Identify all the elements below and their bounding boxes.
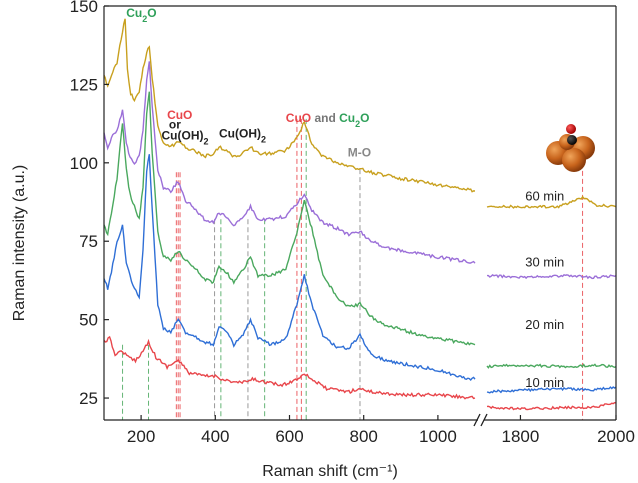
series-line-3: [103, 91, 476, 346]
axis-break-mark-2: [480, 413, 488, 427]
annotation-text: Cu: [339, 111, 355, 125]
y-tick-label-25: 25: [79, 389, 98, 408]
peak-annotation-1: Cu2O: [126, 6, 156, 24]
annotation-text: 2: [204, 136, 209, 146]
peak-reference-lines: [122, 118, 584, 420]
series-line-2: [103, 154, 476, 382]
annotation-text: M-O: [348, 146, 371, 160]
annotation-text: Cu: [126, 6, 142, 20]
axes: 25 50 75 100 125 150 200 400 600 800 1000 1800 2000: [70, 0, 635, 446]
x-tick-label-200: 200: [127, 427, 155, 446]
peak-annotation-4: Cu(OH)2: [162, 128, 209, 146]
series-line-right-5: [486, 195, 617, 209]
series-label-4: 60 min: [525, 188, 564, 203]
peak-annotation-3: or: [169, 117, 181, 131]
x-tick-label-600: 600: [275, 427, 303, 446]
series-label-3: 30 min: [525, 254, 564, 269]
series-line-4: [103, 61, 476, 264]
annotation-text: 2: [142, 14, 147, 24]
annotation-text: Cu(OH): [162, 128, 204, 142]
y-tick-label-100: 100: [70, 154, 98, 173]
peak-annotation-5: Cu(OH)2: [219, 127, 266, 145]
annotation-text: 2: [261, 135, 266, 145]
series-labels: 10 min 20 min 30 min 60 min: [525, 188, 564, 390]
peak-annotation-6: CuO and Cu2O: [286, 111, 370, 129]
y-tick-label-150: 150: [70, 0, 98, 16]
series-label-1: 10 min: [525, 375, 564, 390]
molecule-icon: [546, 124, 595, 172]
axis-break-mark-1: [473, 413, 481, 427]
series-label-2: 20 min: [525, 317, 564, 332]
series-line-right-1: [486, 401, 617, 411]
annotation-text: and: [311, 111, 339, 125]
annotation-text: CuO: [167, 108, 192, 122]
annotation-text: CuO: [286, 111, 311, 125]
peak-annotation-2: CuO: [167, 108, 192, 122]
y-tick-label-75: 75: [79, 232, 98, 251]
annotation-text: O: [147, 6, 156, 20]
series-line-right-3: [486, 363, 617, 369]
series-line-5: [103, 18, 476, 193]
x-axis-title: Raman shift (cm⁻¹): [262, 463, 398, 480]
x-tick-label-400: 400: [201, 427, 229, 446]
y-tick-label-50: 50: [79, 311, 98, 330]
series-line-1: [103, 335, 476, 400]
peak-annotation-7: M-O: [348, 146, 371, 160]
x-tick-label-2000: 2000: [597, 427, 635, 446]
series-line-right-4: [487, 273, 617, 280]
annotation-text: Cu(OH): [219, 127, 261, 141]
y-axis-title: Raman intensity (a.u.): [11, 165, 28, 322]
spectra-series: [103, 18, 617, 411]
annotation-text: 2: [355, 119, 360, 129]
x-tick-label-1800: 1800: [502, 427, 540, 446]
series-line-right-2: [486, 386, 617, 394]
x-tick-label-1000: 1000: [419, 427, 457, 446]
y-tick-label-125: 125: [70, 75, 98, 94]
annotation-text: or: [169, 117, 181, 131]
x-tick-label-800: 800: [350, 427, 378, 446]
annotation-text: O: [360, 111, 369, 125]
